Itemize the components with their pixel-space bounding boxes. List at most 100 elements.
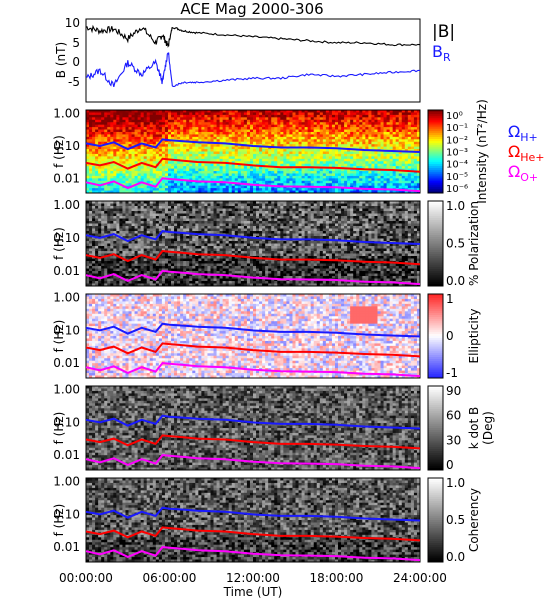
heatmap-cell <box>131 223 135 227</box>
colorbar-swatch <box>428 149 443 152</box>
heatmap-cell <box>404 151 409 155</box>
heatmap-cell <box>356 153 360 157</box>
heatmap-cell <box>167 110 172 113</box>
heatmap-cell <box>298 171 302 174</box>
heatmap-cell <box>186 278 190 282</box>
heatmap-cell <box>295 127 299 130</box>
heatmap-cell <box>125 211 129 214</box>
heatmap-cell <box>155 134 160 138</box>
heatmap-cell <box>328 117 333 121</box>
heatmap-cell <box>89 183 93 187</box>
heatmap-cell <box>359 122 363 126</box>
heatmap-cell <box>210 173 214 177</box>
heatmap-cell <box>155 246 160 249</box>
heatmap-cell <box>189 231 193 234</box>
heatmap-cell <box>274 163 278 167</box>
heatmap-cell <box>140 213 145 217</box>
heatmap-cell <box>171 110 175 113</box>
heatmap-cell <box>128 141 132 145</box>
heatmap-cell <box>328 131 333 135</box>
heatmap-cell <box>280 114 284 118</box>
colorbar-swatch <box>428 122 443 125</box>
heatmap-cell <box>262 122 266 126</box>
heatmap-cell <box>180 175 184 179</box>
heatmap-cell <box>125 149 129 152</box>
heatmap-cell <box>319 149 324 152</box>
heatmap-cell <box>128 161 132 165</box>
heatmap-cell <box>213 124 217 128</box>
heatmap-cell <box>362 190 366 194</box>
heatmap-cell <box>113 190 117 194</box>
heatmap-cell <box>98 223 102 227</box>
heatmap-cell <box>171 236 175 239</box>
heatmap-cell <box>155 223 160 227</box>
heatmap-cell <box>259 117 263 121</box>
heatmap-cell <box>246 185 251 189</box>
heatmap-cell <box>164 119 169 123</box>
heatmap-cell <box>134 134 139 138</box>
heatmap-cell <box>319 151 324 155</box>
heatmap-cell <box>107 175 111 179</box>
heatmap-cell <box>316 141 321 145</box>
heatmap-cell <box>292 161 296 165</box>
heatmap-cell <box>140 188 145 191</box>
heatmap-cell <box>389 122 394 126</box>
heatmap-cell <box>152 236 157 239</box>
heatmap-cell <box>334 171 339 174</box>
heatmap-cell <box>289 110 293 113</box>
heatmap-cell <box>152 190 157 194</box>
heatmap-cell <box>289 173 293 177</box>
heatmap-cell <box>104 231 108 234</box>
heatmap-cell <box>334 112 339 116</box>
heatmap-cell <box>225 127 230 130</box>
heatmap-cell <box>180 278 184 282</box>
heatmap-cell <box>116 146 120 150</box>
heatmap-cell <box>362 171 366 174</box>
heatmap-cell <box>344 171 348 174</box>
heatmap-cell <box>116 241 120 244</box>
heatmap-cell <box>125 129 129 133</box>
heatmap-cell <box>125 256 129 259</box>
heatmap-cell <box>143 256 148 259</box>
heatmap-cell <box>410 112 415 116</box>
heatmap-cell <box>116 253 120 257</box>
heatmap-cell <box>125 171 129 174</box>
heatmap-cell <box>119 253 123 257</box>
heatmap-cell <box>128 211 132 214</box>
heatmap-cell <box>167 175 172 179</box>
heatmap-cell <box>122 131 126 135</box>
heatmap-cell <box>174 151 178 155</box>
heatmap-cell <box>101 231 105 234</box>
heatmap-cell <box>271 134 275 138</box>
heatmap-cell <box>362 163 366 167</box>
heatmap-cell <box>371 134 375 138</box>
heatmap-cell <box>95 114 99 118</box>
heatmap-cell <box>210 175 214 179</box>
heatmap-cell <box>271 173 275 177</box>
heatmap-cell <box>253 139 257 143</box>
heatmap-cell <box>416 110 421 113</box>
heatmap-cell <box>207 122 211 126</box>
heatmap-cell <box>331 144 336 148</box>
heatmap-cell <box>152 261 157 264</box>
heatmap-cell <box>183 122 187 126</box>
heatmap-cell <box>140 263 145 267</box>
heatmap-cell <box>222 136 227 140</box>
heatmap-cell <box>183 168 187 172</box>
heatmap-cell <box>307 117 312 121</box>
heatmap-cell <box>134 117 139 121</box>
heatmap-cell <box>219 110 224 113</box>
heatmap-cell <box>174 190 178 194</box>
heatmap-cell <box>125 163 129 167</box>
heatmap-cell <box>110 114 114 118</box>
cyclotron-line-He_plus_hz <box>85 157 421 173</box>
heatmap-cell <box>362 173 366 177</box>
heatmap-cell <box>256 141 260 145</box>
heatmap-cell <box>298 144 302 148</box>
heatmap-cell <box>271 161 275 165</box>
heatmap-cell <box>89 273 93 277</box>
heatmap-cell <box>410 144 415 148</box>
heatmap-cell <box>237 180 242 184</box>
heatmap-cell <box>143 253 148 257</box>
heatmap-cell <box>89 283 93 287</box>
